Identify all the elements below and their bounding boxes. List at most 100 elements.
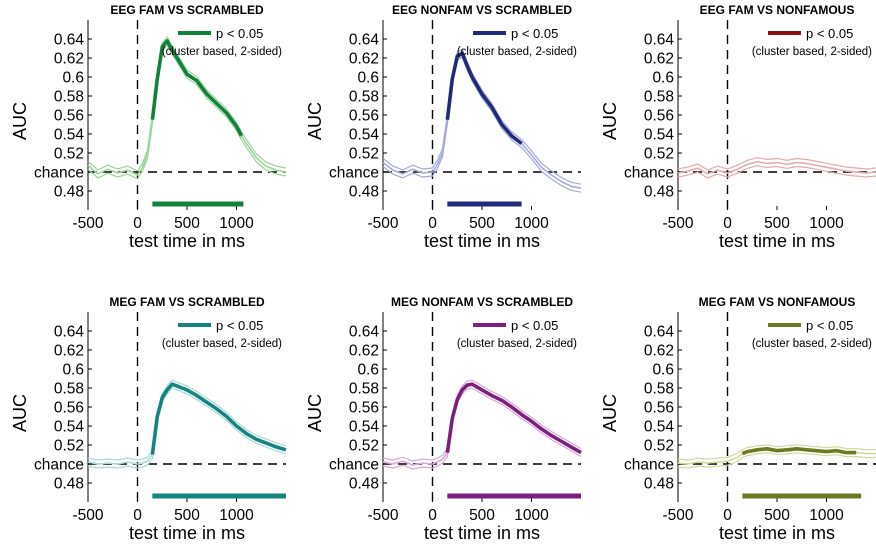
x-tick-label: 500 xyxy=(174,507,200,524)
y-tick-label: 0.54 xyxy=(349,127,380,144)
y-tick-label: 0.48 xyxy=(349,476,379,493)
x-tick-label: 500 xyxy=(174,215,200,232)
panel-eeg-fam-vs-nonfamous: EEG FAM VS NONFAMOUS 0.48 chance 0.52 0.54 0.… xyxy=(600,3,876,251)
panel-meg-fam-vs-scrambled: MEG FAM VS SCRAMBLED 0.48 chance 0.52 0.54 0.… xyxy=(10,295,287,543)
legend-label: p < 0.05 xyxy=(806,318,853,333)
x-axis-label: test time in ms xyxy=(424,523,540,543)
y-tick-label: 0.48 xyxy=(644,476,674,493)
y-tick-label: 0.52 xyxy=(54,146,84,163)
legend-sublabel: (cluster based, 2-sided) xyxy=(457,46,577,58)
x-tick-label: -500 xyxy=(367,215,398,232)
x-tick-label: 0 xyxy=(133,215,142,232)
y-tick-label: chance xyxy=(34,165,84,182)
panel-meg-fam-vs-nonfamous: MEG FAM VS NONFAMOUS 0.48 chance 0.52 0.54 0.… xyxy=(600,295,876,543)
x-tick-label: 500 xyxy=(764,507,790,524)
y-tick-label: 0.6 xyxy=(62,362,84,379)
x-tick-label: 1000 xyxy=(514,215,549,232)
y-tick-label: 0.64 xyxy=(54,324,85,341)
legend-sublabel: (cluster based, 2-sided) xyxy=(162,46,282,58)
y-tick-label: chance xyxy=(624,165,674,182)
mean-line xyxy=(382,383,582,466)
y-axis-label: AUC xyxy=(10,394,30,432)
x-axis-label: test time in ms xyxy=(424,231,540,251)
y-tick-label: 0.48 xyxy=(54,184,84,201)
y-tick-label: 0.58 xyxy=(54,89,84,106)
y-tick-label: 0.62 xyxy=(349,51,379,68)
x-tick-label: 500 xyxy=(469,215,495,232)
y-tick-label: 0.64 xyxy=(349,324,380,341)
error-band-lower xyxy=(677,164,876,179)
y-tick-label: 0.6 xyxy=(357,362,379,379)
y-tick-label: 0.54 xyxy=(644,127,675,144)
y-tick-label: 0.64 xyxy=(349,32,380,49)
y-tick-label: 0.54 xyxy=(644,419,675,436)
y-tick-label: 0.6 xyxy=(652,70,674,87)
y-tick-label: 0.48 xyxy=(644,184,674,201)
y-tick-label: 0.54 xyxy=(54,127,85,144)
legend-label: p < 0.05 xyxy=(216,318,263,333)
panel-title: MEG FAM VS SCRAMBLED xyxy=(109,295,265,309)
y-axis-label: AUC xyxy=(305,102,325,140)
x-tick-label: -500 xyxy=(662,507,693,524)
y-tick-label: 0.56 xyxy=(349,400,379,417)
x-tick-label: 1000 xyxy=(219,215,254,232)
y-tick-label: 0.62 xyxy=(54,51,84,68)
error-band-lower xyxy=(382,387,582,470)
x-tick-label: 0 xyxy=(723,215,732,232)
y-tick-label: 0.64 xyxy=(54,32,85,49)
y-tick-label: 0.62 xyxy=(644,51,674,68)
y-tick-label: 0.58 xyxy=(349,89,379,106)
x-tick-label: 500 xyxy=(764,215,790,232)
x-tick-label: 500 xyxy=(469,507,495,524)
y-tick-label: 0.48 xyxy=(349,184,379,201)
significant-segment xyxy=(150,382,287,455)
x-tick-label: 1000 xyxy=(514,507,549,524)
y-tick-label: 0.58 xyxy=(644,381,674,398)
x-tick-label: 0 xyxy=(723,507,732,524)
significant-segment xyxy=(445,382,582,455)
error-band-upper xyxy=(87,35,287,172)
y-tick-label: 0.48 xyxy=(54,476,84,493)
significant-segment xyxy=(150,39,244,137)
legend-sublabel: (cluster based, 2-sided) xyxy=(457,338,577,350)
y-tick-label: 0.56 xyxy=(349,108,379,125)
significant-segment xyxy=(445,51,523,145)
y-tick-label: 0.52 xyxy=(349,438,379,455)
mean-line xyxy=(677,160,876,175)
significant-segment xyxy=(741,446,857,456)
x-axis-label: test time in ms xyxy=(129,523,245,543)
x-axis-label: test time in ms xyxy=(719,231,835,251)
y-axis-label: AUC xyxy=(600,394,620,432)
y-tick-label: 0.56 xyxy=(54,108,84,125)
legend-label: p < 0.05 xyxy=(511,26,558,41)
error-band-upper xyxy=(677,156,876,171)
y-tick-label: 0.6 xyxy=(62,70,84,87)
panel-title: MEG FAM VS NONFAMOUS xyxy=(699,295,856,309)
x-tick-label: 1000 xyxy=(219,507,254,524)
y-tick-label: 0.54 xyxy=(54,419,85,436)
x-tick-label: -500 xyxy=(72,215,103,232)
legend-sublabel: (cluster based, 2-sided) xyxy=(752,46,872,58)
y-tick-label: 0.56 xyxy=(644,108,674,125)
x-tick-label: 1000 xyxy=(809,507,844,524)
x-axis-label: test time in ms xyxy=(129,231,245,251)
x-tick-label: 0 xyxy=(428,507,437,524)
y-tick-label: 0.58 xyxy=(644,89,674,106)
panel-meg-nonfam-vs-scrambled: MEG NONFAM VS SCRAMBLED 0.48 chance 0.52 0.5… xyxy=(305,295,582,543)
y-tick-label: 0.62 xyxy=(349,343,379,360)
y-tick-label: chance xyxy=(329,457,379,474)
y-axis-label: AUC xyxy=(10,102,30,140)
y-tick-label: 0.56 xyxy=(644,400,674,417)
legend-label: p < 0.05 xyxy=(806,26,853,41)
error-band-upper xyxy=(382,379,582,462)
y-tick-label: 0.6 xyxy=(357,70,379,87)
x-tick-label: -500 xyxy=(367,507,398,524)
legend-sublabel: (cluster based, 2-sided) xyxy=(752,338,872,350)
y-tick-label: 0.56 xyxy=(54,400,84,417)
x-tick-label: 0 xyxy=(428,215,437,232)
x-axis-label: test time in ms xyxy=(719,523,835,543)
error-band-lower xyxy=(87,387,287,469)
x-tick-label: -500 xyxy=(662,215,693,232)
mean-line xyxy=(87,40,287,176)
